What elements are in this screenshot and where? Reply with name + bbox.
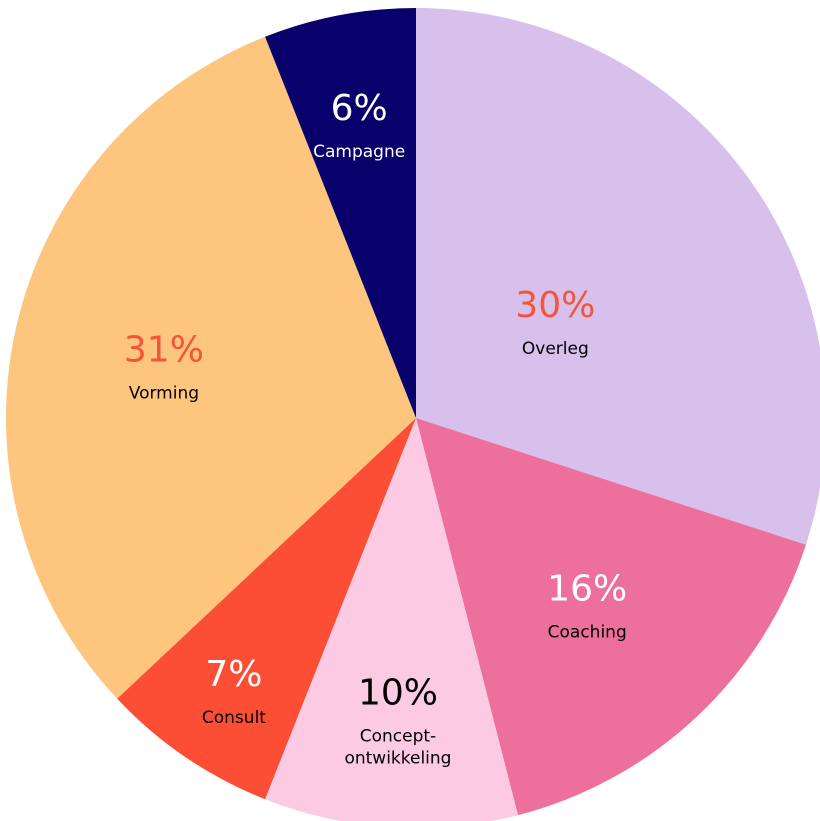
value-label: 7% [205,654,262,695]
value-label: 31% [124,330,204,371]
pie-slice [265,418,518,821]
pie-slice [117,418,416,800]
category-label: Concept-ontwikkeling [344,726,451,768]
value-label: 30% [515,285,595,326]
value-label: 10% [358,672,438,713]
category-label: Consult [202,708,266,728]
pie-slice [416,418,806,816]
value-label: 6% [331,88,388,129]
value-label: 16% [547,568,627,609]
category-label: Overleg [522,339,589,359]
pie-slice [6,36,417,699]
category-label: Campagne [313,142,405,162]
category-label: Vorming [129,384,199,404]
pie-slice [416,8,820,545]
category-label: Coaching [548,622,627,642]
pie-slice [265,7,416,418]
